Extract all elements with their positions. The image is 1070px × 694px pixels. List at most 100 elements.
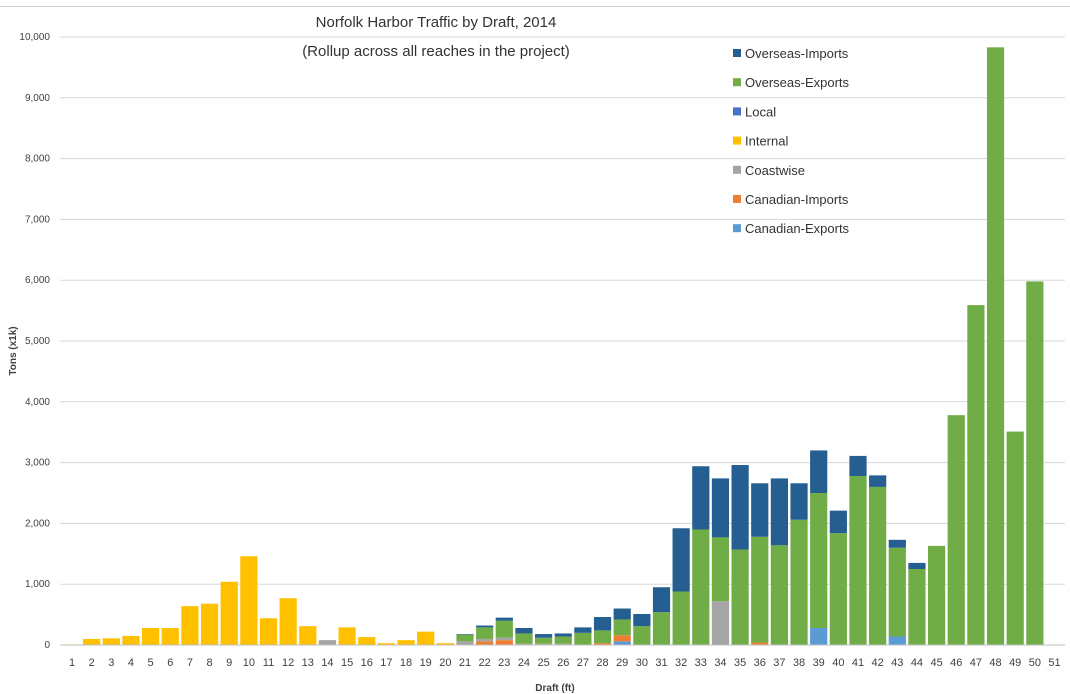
- x-tick-label: 31: [655, 657, 667, 669]
- bar-segment-internal: [161, 627, 179, 645]
- bar-segment-overseas-exports: [947, 415, 965, 645]
- bar-segment-internal: [220, 581, 238, 645]
- x-tick-label: 30: [636, 657, 648, 669]
- bar-segment-overseas-imports: [456, 634, 474, 635]
- x-tick-label: 17: [380, 657, 392, 669]
- x-tick-label: 19: [420, 657, 432, 669]
- x-tick-label: 11: [263, 657, 274, 669]
- y-tick-label: 10,000: [19, 32, 50, 43]
- legend-label: Overseas-Exports: [745, 75, 850, 90]
- bar-segment-internal: [417, 631, 435, 645]
- bar-segment-coastwise: [535, 643, 553, 645]
- x-tick-label: 44: [911, 657, 923, 669]
- x-tick-label: 39: [813, 657, 825, 669]
- x-tick-label: 37: [773, 657, 785, 669]
- bar-segment-overseas-exports: [554, 636, 572, 644]
- y-tick-label: 9,000: [25, 93, 50, 104]
- bar-segment-overseas-imports: [888, 539, 906, 548]
- bar-segment-canadian-imports: [593, 643, 612, 645]
- x-tick-label: 35: [734, 657, 746, 669]
- bar-segment-coastwise: [476, 638, 494, 642]
- x-tick-label: 38: [793, 657, 805, 669]
- bar-segment-internal: [436, 643, 454, 645]
- x-tick-label: 48: [989, 657, 1001, 669]
- bar-segment-coastwise: [495, 637, 513, 641]
- y-axis-label: Tons (x1k): [8, 326, 19, 375]
- bar-segment-internal: [240, 556, 258, 645]
- bar-segment-overseas-exports: [908, 569, 926, 645]
- bar-segment-overseas-imports: [613, 608, 631, 620]
- bar-segment-overseas-imports: [633, 613, 651, 627]
- x-tick-label: 23: [498, 657, 510, 669]
- x-tick-label: 24: [518, 657, 530, 669]
- x-tick-label: 6: [167, 657, 173, 669]
- bar-segment-overseas-imports: [751, 483, 769, 537]
- x-tick-label: 28: [596, 657, 608, 669]
- legend-swatch: [733, 49, 741, 57]
- bar-segment-overseas-exports: [829, 533, 847, 645]
- bar-segment-overseas-imports: [574, 627, 592, 633]
- bar-segment-coastwise: [711, 601, 730, 645]
- bar-segment-overseas-exports: [535, 637, 553, 644]
- bar-segment-coastwise: [456, 641, 474, 645]
- bar-segment-overseas-imports: [515, 627, 533, 634]
- x-tick-label: 16: [361, 657, 373, 669]
- bar-segment-overseas-exports: [888, 547, 906, 637]
- bar-segment-canadian-imports: [751, 642, 769, 645]
- x-tick-label: 18: [400, 657, 412, 669]
- bar-segment-overseas-exports: [593, 630, 612, 644]
- bar-segment-overseas-imports: [908, 562, 926, 569]
- bar-segment-canadian-exports: [613, 641, 631, 645]
- bar-segment-internal: [83, 638, 101, 645]
- x-tick-label: 21: [459, 657, 471, 669]
- x-tick-label: 42: [872, 657, 884, 669]
- legend-label: Overseas-Imports: [745, 46, 849, 61]
- bar-segment-overseas-exports: [633, 626, 651, 645]
- bar-segment-overseas-imports: [770, 478, 788, 546]
- bar-segment-overseas-imports: [672, 528, 690, 592]
- bar-segment-internal: [358, 637, 376, 645]
- bars: [63, 47, 1044, 645]
- x-tick-label: 33: [695, 657, 707, 669]
- legend-swatch: [733, 165, 741, 174]
- x-tick-label: 51: [1048, 657, 1060, 669]
- chart-title: Norfolk Harbor Traffic by Draft, 2014: [316, 14, 557, 31]
- x-tick-label: 5: [148, 657, 154, 669]
- bar-segment-overseas-exports: [476, 627, 494, 639]
- bar-segment-overseas-imports: [869, 475, 887, 487]
- x-tick-label: 22: [479, 657, 491, 669]
- bar-segment-internal: [299, 626, 317, 645]
- y-tick-label: 2,000: [25, 518, 50, 529]
- legend-label: Canadian-Imports: [745, 192, 849, 207]
- legend-swatch: [733, 136, 741, 145]
- x-tick-label: 45: [930, 657, 942, 669]
- bar-segment-internal: [279, 598, 297, 645]
- x-tick-label: 2: [89, 657, 95, 669]
- y-tick-label: 0: [44, 640, 50, 651]
- bar-segment-overseas-exports: [928, 545, 946, 645]
- bar-segment-overseas-exports: [456, 634, 474, 642]
- x-tick-label: 13: [302, 657, 314, 669]
- x-tick-label: 27: [577, 657, 589, 669]
- bar-segment-overseas-exports: [986, 47, 1005, 645]
- bar-segment-internal: [200, 603, 219, 645]
- x-tick-label: 8: [206, 657, 212, 669]
- chart-subtitle: (Rollup across all reaches in the projec…: [302, 43, 570, 60]
- y-tick-label: 3,000: [25, 458, 50, 469]
- bar-segment-overseas-imports: [711, 478, 730, 538]
- bar-segment-overseas-imports: [849, 455, 867, 476]
- legend-swatch: [733, 195, 741, 203]
- x-tick-label: 40: [832, 657, 844, 669]
- x-tick-label: 49: [1009, 657, 1021, 669]
- bar-segment-overseas-imports: [829, 510, 847, 534]
- bar-segment-internal: [122, 635, 140, 645]
- bar-segment-overseas-exports: [810, 493, 828, 628]
- y-tick-label: 6,000: [25, 275, 50, 286]
- bar-segment-overseas-exports: [967, 305, 985, 645]
- bar-segment-internal: [338, 627, 356, 645]
- bar-segment-coastwise: [515, 643, 533, 645]
- bar-segment-overseas-exports: [790, 519, 808, 645]
- x-tick-label: 46: [950, 657, 962, 669]
- x-axis-label: Draft (ft): [535, 683, 574, 694]
- y-tick-label: 7,000: [25, 214, 50, 225]
